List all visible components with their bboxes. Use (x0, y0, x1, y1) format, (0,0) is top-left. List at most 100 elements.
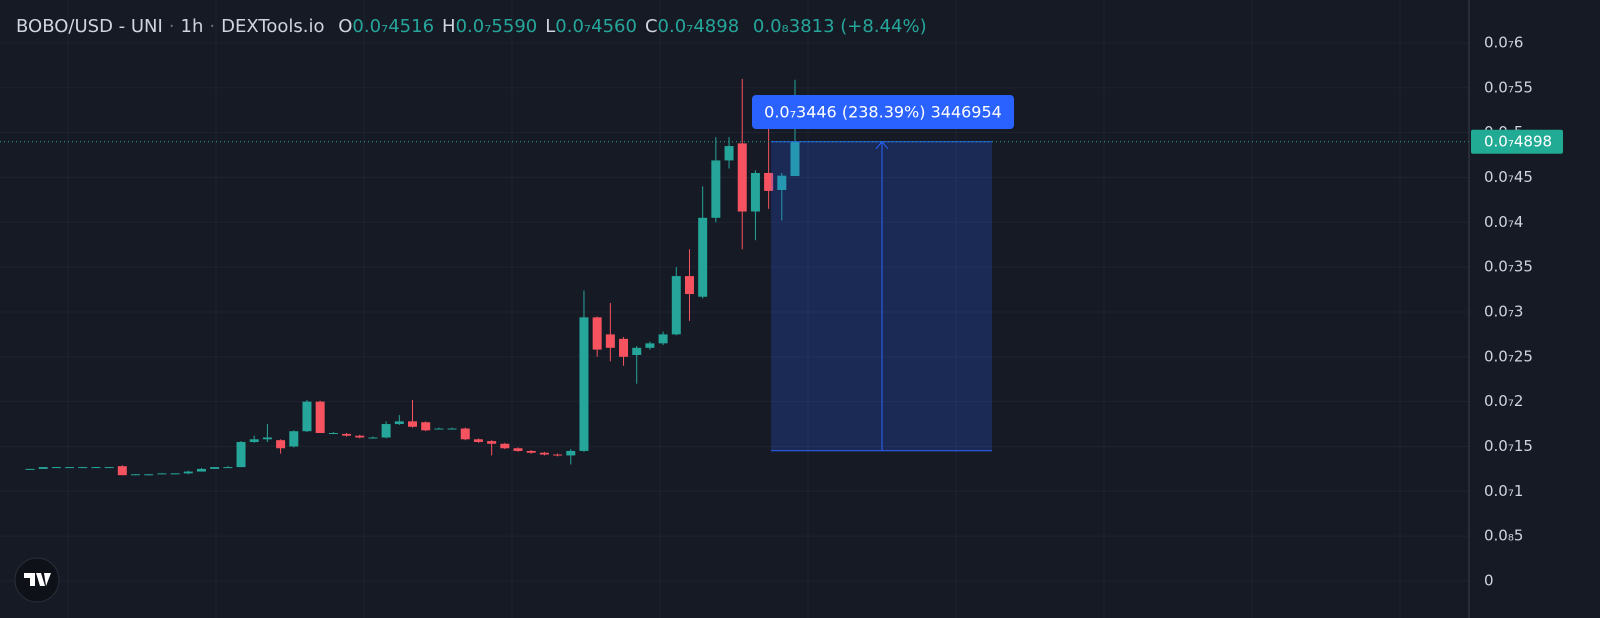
candle-body (302, 401, 312, 432)
grid (0, 0, 1469, 618)
candle-body (421, 422, 431, 431)
candle-body (315, 401, 325, 434)
candle-body (328, 433, 338, 435)
candle-body (579, 317, 589, 451)
plot: 0.0₇3446 (238.39%) 3446954 (0, 78, 1469, 476)
separator: · (209, 16, 216, 37)
candle-body (698, 217, 708, 297)
candle-body (645, 343, 655, 348)
candle-body (368, 437, 378, 439)
ohlc-key: L (545, 16, 556, 37)
candle-body (25, 468, 35, 470)
candle-body (144, 474, 154, 476)
candle-body (131, 474, 141, 476)
candle-body (737, 143, 747, 212)
measure-label-bg (752, 95, 1014, 129)
change: 0.0₈3813 (+8.44%) (752, 16, 927, 37)
ohlc-value: 0.0₇4898 (657, 16, 740, 37)
y-tick-label: 0 (1484, 571, 1494, 589)
candle-body (592, 317, 602, 350)
candle-body (658, 334, 668, 344)
candle-body (487, 441, 497, 444)
ohlc-key: C (644, 16, 658, 37)
last-price-bg (1471, 129, 1563, 154)
ohlc-key: O (338, 16, 353, 37)
candle-body (671, 276, 681, 335)
candle-body (342, 433, 352, 436)
y-tick-label: 0.0₇35 (1484, 258, 1533, 276)
candle-body (157, 473, 167, 475)
candle-body (684, 276, 694, 295)
candle-body (408, 421, 417, 427)
candle-body (210, 467, 220, 469)
y-tick-label: 0.0₇2 (1484, 392, 1523, 410)
candle-body (249, 439, 259, 442)
candle-body (632, 347, 642, 356)
tv-logo (14, 557, 60, 603)
candle-body (262, 437, 272, 440)
candle-body (447, 428, 457, 430)
interval: 1h (180, 16, 204, 37)
candle-body (790, 141, 800, 177)
candle-body (196, 468, 206, 472)
candle-body (513, 448, 523, 451)
candle-body (605, 334, 615, 348)
ohlc-value: 0.0₇5590 (455, 16, 538, 37)
y-tick-label: 0.0₇4 (1484, 213, 1523, 231)
ohlc: O0.0₇4516 H0.0₇5590 L0.0₇4560 C0.0₇4898 (330, 16, 739, 37)
candle-body (355, 435, 365, 438)
y-tick-label: 0.0₈5 (1484, 527, 1523, 545)
candle-body (724, 146, 734, 161)
candle-body (223, 467, 233, 469)
candle-body (170, 473, 180, 475)
candle-body (381, 424, 391, 438)
last-price-label: 0.0₇4898 (1484, 132, 1552, 150)
candle-body (289, 431, 299, 447)
candle-body (777, 175, 787, 191)
logo-mark (24, 573, 51, 586)
candle-body (526, 450, 536, 453)
y-tick-label: 0.0₇1 (1484, 482, 1523, 500)
logo-circle (14, 557, 60, 603)
y-tick-label: 0.0₇55 (1484, 78, 1533, 96)
y-tick-label: 0.0₇15 (1484, 437, 1533, 455)
measure-arrowhead (875, 140, 889, 150)
y-tick-label: 0.0₇45 (1484, 168, 1533, 186)
candle-body (750, 172, 760, 212)
candle-body (236, 441, 246, 468)
y-tick-label: 0.0₇25 (1484, 347, 1533, 365)
ohlc-key: H (442, 16, 456, 37)
ohlc-value: 0.0₇4560 (555, 16, 637, 37)
candle-body (91, 467, 101, 469)
candle-body (711, 160, 721, 218)
ohlc-value: 0.0₇4516 (352, 16, 435, 37)
legend-header: BOBO/USD - UNI · 1h · DEXTools.io O0.0₇4516 H… (16, 16, 927, 37)
candle-body (539, 452, 549, 455)
candle-body (473, 439, 483, 442)
candle-body (183, 471, 193, 474)
candle-body (276, 440, 286, 449)
candle-body (394, 421, 404, 425)
candle-body (65, 467, 75, 469)
source: DEXTools.io (221, 16, 325, 37)
candle-body (104, 467, 114, 469)
candle-body (553, 454, 563, 456)
candle-body (566, 450, 576, 456)
candle-body (78, 467, 88, 469)
candle-body (51, 467, 61, 469)
candle-body (434, 428, 444, 430)
y-tick-label: 0.0₇6 (1484, 33, 1523, 51)
candle-body (38, 467, 48, 469)
candle-body (500, 443, 510, 449)
price-axis: 0 0.0₈5 0.0₇1 0.0₇15 0.0₇2 0.0₇25 0.0₇3 0.0₇35 0… (1471, 33, 1563, 589)
symbol: BOBO/USD - UNI (16, 16, 163, 37)
measure-label: 0.0₇3446 (238.39%) 3446954 (764, 103, 1002, 122)
candle-body (619, 338, 629, 357)
separator: · (168, 16, 175, 37)
candle-body (460, 428, 470, 440)
candle-body (117, 466, 127, 476)
y-tick-label: 0.0₇3 (1484, 302, 1523, 320)
